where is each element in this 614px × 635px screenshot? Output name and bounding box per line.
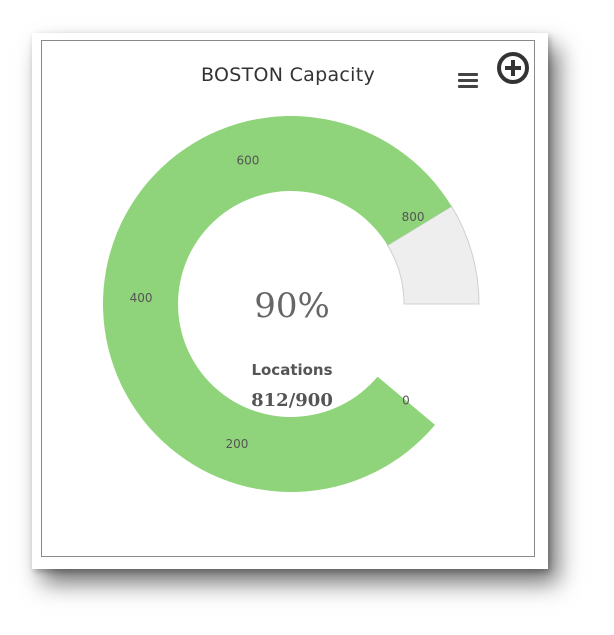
gauge-value-band[interactable]: [102, 116, 452, 492]
gauge-tick-label-0: 0: [402, 393, 410, 407]
plus-circle-icon[interactable]: [496, 51, 530, 85]
gauge-tick-label-200: 200: [226, 437, 249, 451]
gauge-tick-label-400: 400: [130, 291, 153, 305]
gauge-tick-label-600: 600: [237, 153, 260, 167]
hamburger-menu-icon[interactable]: [458, 73, 480, 91]
gauge-chart: 0 200 400 600 800: [102, 116, 480, 492]
capacity-widget: BOSTON Capacity 0 200 400 600 800 90% Locati…: [41, 40, 535, 557]
gauge-center-label: Locations: [251, 361, 333, 379]
chart-title: BOSTON Capacity: [200, 64, 376, 86]
gauge-tick-label-800: 800: [402, 210, 425, 224]
gauge-percent: 90%: [254, 286, 330, 326]
gauge-remaining-band: [386, 205, 480, 305]
gauge-center-value: 812/900: [251, 390, 333, 411]
